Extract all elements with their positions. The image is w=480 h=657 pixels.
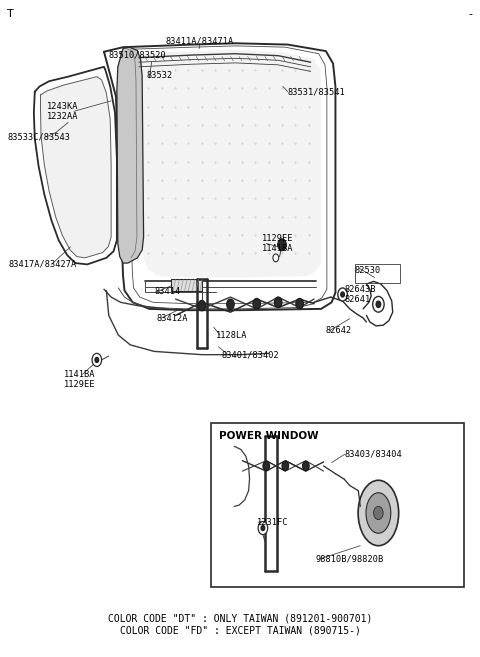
Polygon shape — [117, 47, 144, 263]
Text: 1129EE: 1129EE — [262, 234, 293, 242]
Text: COLOR CODE "FD" : EXCEPT TAIWAN (890715-): COLOR CODE "FD" : EXCEPT TAIWAN (890715-… — [120, 625, 360, 636]
Text: 83533C/83543: 83533C/83543 — [7, 132, 70, 141]
Bar — [211, 423, 464, 587]
Text: 1232AA: 1232AA — [47, 112, 78, 121]
Text: 83412A: 83412A — [156, 313, 188, 323]
Text: T: T — [7, 9, 14, 19]
Text: 98810B/98820B: 98810B/98820B — [315, 555, 384, 563]
Text: 82641: 82641 — [345, 294, 371, 304]
Ellipse shape — [366, 493, 391, 533]
Circle shape — [341, 292, 345, 297]
Circle shape — [275, 297, 282, 307]
Text: 1129EE: 1129EE — [63, 380, 95, 389]
Text: 82643B: 82643B — [345, 284, 376, 294]
Text: 83403/83404: 83403/83404 — [345, 449, 403, 459]
Text: 1128LA: 1128LA — [216, 330, 248, 340]
Circle shape — [372, 296, 384, 312]
Circle shape — [302, 461, 309, 470]
Circle shape — [92, 353, 102, 367]
Circle shape — [296, 298, 303, 309]
Ellipse shape — [358, 480, 399, 546]
Text: 1231FC: 1231FC — [257, 518, 288, 527]
Text: 83401/83402: 83401/83402 — [222, 350, 280, 359]
Circle shape — [338, 288, 348, 301]
Text: POWER WINDOW: POWER WINDOW — [218, 431, 318, 442]
Circle shape — [373, 507, 383, 520]
Polygon shape — [40, 77, 111, 258]
Circle shape — [258, 522, 268, 535]
Text: 83414: 83414 — [154, 287, 180, 296]
Circle shape — [253, 298, 261, 309]
Circle shape — [261, 526, 265, 531]
Text: COLOR CODE "DT" : ONLY TAIWAN (891201-900701): COLOR CODE "DT" : ONLY TAIWAN (891201-90… — [108, 614, 372, 623]
Text: 83510/83520: 83510/83520 — [108, 51, 166, 60]
Bar — [171, 279, 202, 290]
Text: 82642: 82642 — [326, 326, 352, 335]
Text: 83531/83541: 83531/83541 — [288, 87, 346, 96]
Circle shape — [376, 301, 381, 307]
Text: 1141BA: 1141BA — [262, 244, 293, 253]
Polygon shape — [134, 50, 321, 277]
Circle shape — [282, 461, 288, 470]
Circle shape — [227, 299, 234, 309]
Text: 83411A/83471A: 83411A/83471A — [165, 36, 234, 45]
Circle shape — [95, 357, 99, 363]
Text: -: - — [469, 9, 473, 19]
Text: 1141BA: 1141BA — [63, 370, 95, 379]
Text: 1243KA: 1243KA — [47, 102, 78, 110]
Text: 83532: 83532 — [147, 71, 173, 79]
Text: 82530: 82530 — [355, 267, 381, 275]
Bar — [355, 264, 400, 283]
Circle shape — [273, 254, 279, 261]
Text: 83417A/83427A: 83417A/83427A — [9, 260, 77, 269]
Circle shape — [263, 461, 270, 470]
Circle shape — [198, 300, 205, 311]
Circle shape — [278, 239, 286, 251]
